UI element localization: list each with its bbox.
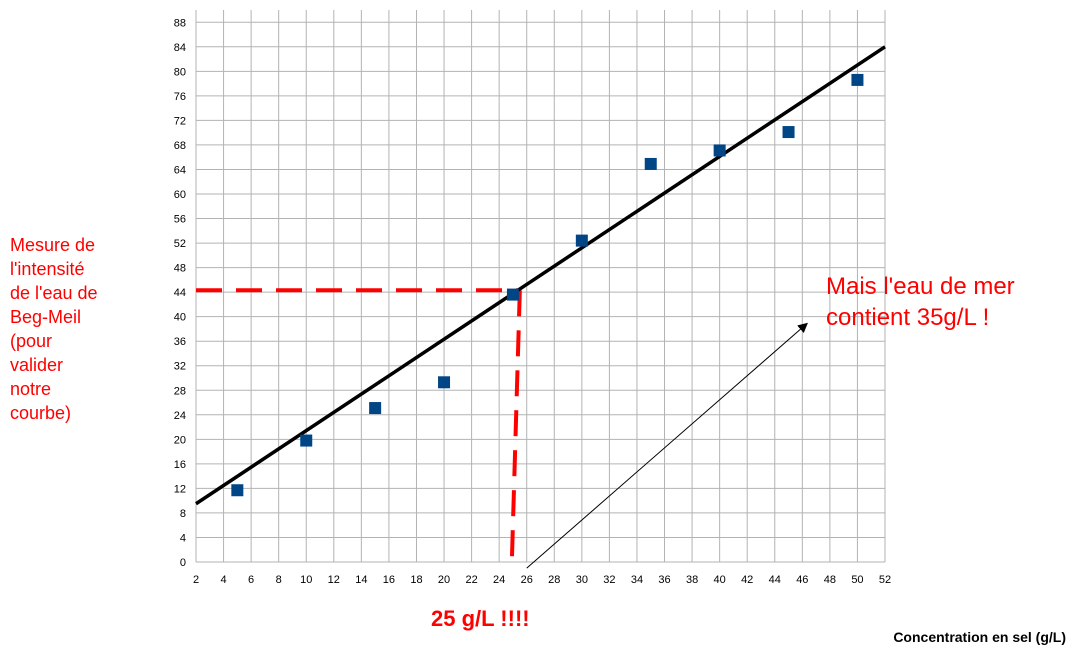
x-tick-label: 6 — [248, 574, 254, 586]
y-axis-label-line: courbe) — [10, 403, 71, 423]
x-tick-label: 2 — [193, 574, 199, 586]
x-tick-label: 12 — [328, 574, 340, 586]
y-tick-label: 48 — [174, 263, 186, 275]
y-tick-label: 32 — [174, 361, 186, 373]
x-tick-label: 22 — [465, 574, 477, 586]
data-point — [851, 73, 864, 86]
annotation-25gl: 25 g/L !!!! — [431, 606, 530, 631]
y-tick-label: 16 — [174, 459, 186, 471]
y-tick-label: 76 — [174, 91, 186, 103]
data-point — [782, 126, 795, 139]
reference-lines — [196, 288, 522, 563]
y-tick-label: 40 — [174, 312, 186, 324]
x-tick-label: 28 — [548, 574, 560, 586]
x-tick-label: 44 — [769, 574, 781, 586]
x-tick-label: 34 — [631, 574, 643, 586]
x-tick-label: 4 — [220, 574, 226, 586]
annotation-line: contient 35g/L ! — [826, 304, 989, 331]
y-axis-label: Mesure de l'intensité de l'eau de Beg-Meil (… — [10, 235, 98, 423]
x-tick-label: 14 — [355, 574, 367, 586]
y-tick-label: 36 — [174, 336, 186, 348]
trendline-group — [195, 45, 886, 506]
x-tick-label: 32 — [603, 574, 615, 586]
x-tick-label: 24 — [493, 574, 505, 586]
grid — [195, 10, 886, 563]
y-axis-label-line: notre — [10, 379, 51, 399]
y-tick-label: 52 — [174, 238, 186, 250]
y-axis-ticks: 0481216202428323640444852566064687276808… — [174, 17, 186, 569]
x-tick-label: 36 — [658, 574, 670, 586]
trendline — [195, 45, 886, 506]
y-axis-label-line: l'intensité — [10, 259, 84, 279]
x-tick-label: 46 — [796, 574, 808, 586]
y-tick-label: 20 — [174, 434, 186, 446]
y-tick-label: 80 — [174, 66, 186, 78]
y-tick-label: 68 — [174, 140, 186, 152]
data-point — [575, 234, 588, 247]
arrow — [526, 322, 808, 569]
y-tick-label: 60 — [174, 189, 186, 201]
x-tick-label: 16 — [383, 574, 395, 586]
y-tick-label: 12 — [174, 483, 186, 495]
x-tick-label: 26 — [521, 574, 533, 586]
x-tick-label: 8 — [276, 574, 282, 586]
x-axis-label: Concentration en sel (g/L) — [893, 629, 1066, 645]
x-axis-ticks: 2 4 6 8 10 12 14 16 18 20 22 24 26 28 30 32 34 36 38 40 42 44… — [193, 574, 891, 586]
y-axis-label-line: Mesure de — [10, 235, 95, 255]
y-axis-label-line: de l'eau de — [10, 283, 98, 303]
data-point — [438, 376, 451, 389]
data-point — [300, 434, 313, 447]
x-tick-label: 18 — [410, 574, 422, 586]
data-point — [506, 288, 519, 301]
x-tick-label: 52 — [879, 574, 891, 586]
y-tick-label: 88 — [174, 17, 186, 29]
x-tick-label: 10 — [300, 574, 312, 586]
x-tick-label: 20 — [438, 574, 450, 586]
data-points — [231, 73, 864, 497]
y-tick-label: 84 — [174, 42, 186, 54]
y-tick-label: 64 — [174, 164, 186, 176]
annotation-sea-water: Mais l'eau de mer contient 35g/L ! — [826, 273, 1015, 331]
x-tick-label: 50 — [851, 574, 863, 586]
y-tick-label: 4 — [180, 532, 186, 544]
y-tick-label: 24 — [174, 410, 186, 422]
y-tick-label: 8 — [180, 508, 186, 520]
data-point — [369, 402, 382, 415]
x-tick-label: 42 — [741, 574, 753, 586]
x-tick-label: 48 — [824, 574, 836, 586]
x-tick-label: 38 — [686, 574, 698, 586]
y-tick-label: 56 — [174, 214, 186, 226]
y-axis-label-line: (pour — [10, 331, 52, 351]
reference-line-vertical — [509, 290, 522, 563]
x-tick-label: 40 — [714, 574, 726, 586]
y-tick-label: 44 — [174, 287, 186, 299]
x-tick-label: 30 — [576, 574, 588, 586]
data-point — [231, 484, 244, 497]
y-axis-label-line: valider — [10, 355, 63, 375]
annotation-line: Mais l'eau de mer — [826, 273, 1015, 300]
arrow-group — [526, 322, 808, 569]
y-tick-label: 28 — [174, 385, 186, 397]
data-point — [644, 157, 657, 170]
data-point — [713, 144, 726, 157]
y-tick-label: 72 — [174, 115, 186, 127]
y-axis-label-line: Beg-Meil — [10, 307, 81, 327]
y-tick-label: 0 — [180, 557, 186, 569]
